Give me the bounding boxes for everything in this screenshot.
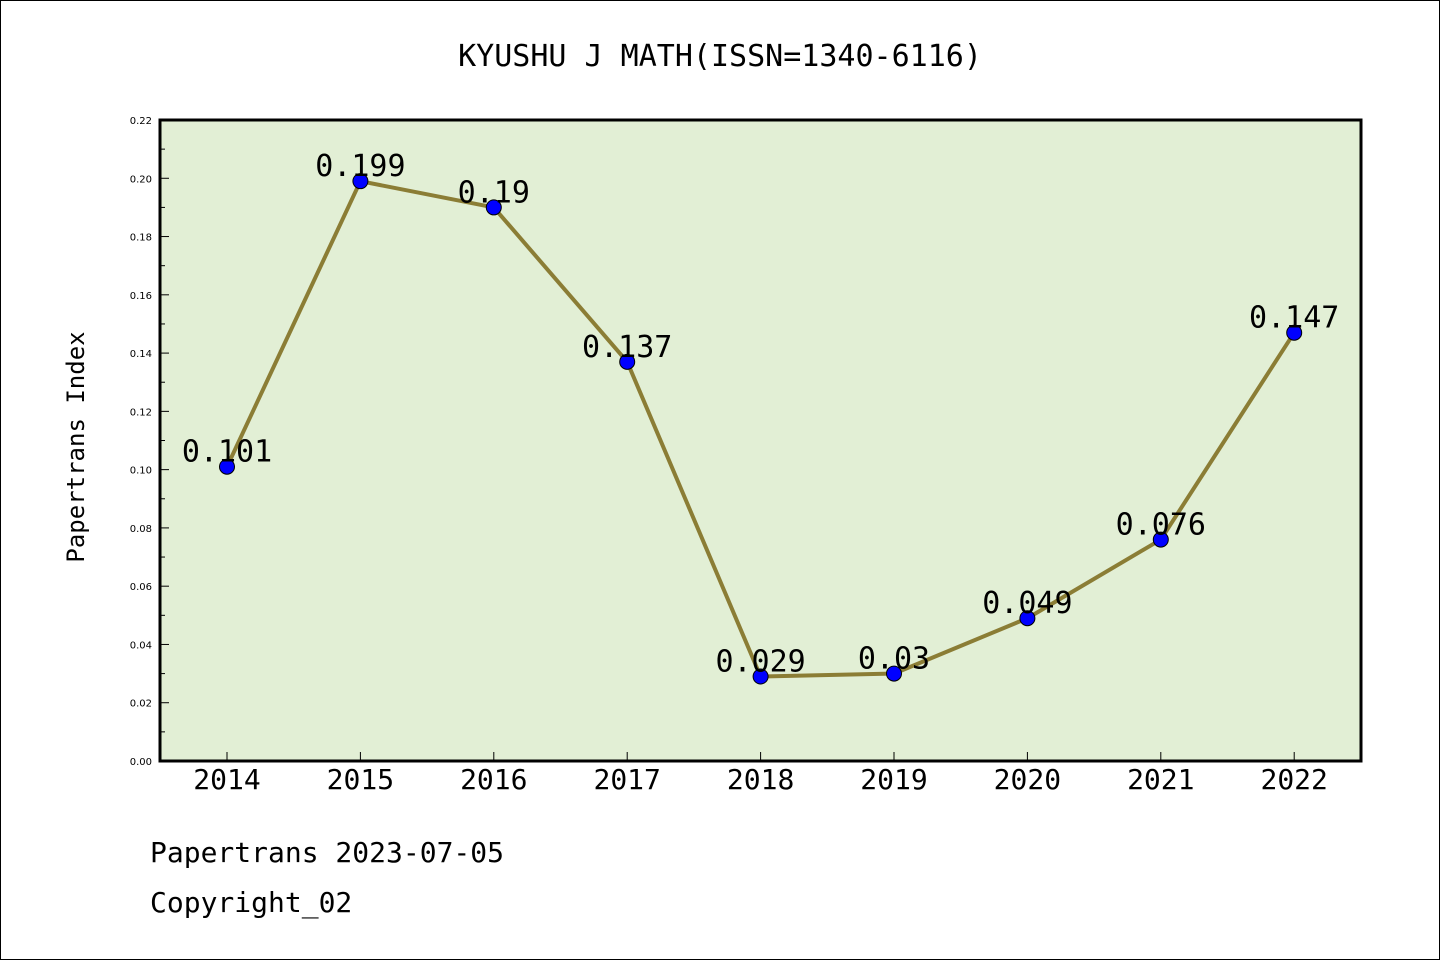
- y-axis-label: Papertrans Index: [62, 331, 90, 562]
- y-tick-label: 0.22: [130, 116, 152, 127]
- x-tick-label: 2016: [460, 763, 527, 796]
- data-point: [219, 458, 235, 475]
- y-tick-label: 0.04: [130, 640, 152, 651]
- data-label: 0.029: [715, 645, 805, 680]
- x-axis: 2014 2015 2016 2017 2018 2019 2020 2021 2022: [193, 752, 1328, 796]
- y-tick-label: 0.16: [130, 291, 152, 302]
- y-tick-label: 0.18: [130, 233, 152, 244]
- data-point: [1152, 531, 1169, 548]
- y-tick-label: 0.20: [130, 174, 152, 185]
- data-point: [352, 173, 369, 190]
- x-tick-label: 2022: [1260, 763, 1327, 796]
- x-tick-label: 2015: [327, 763, 394, 796]
- data-label: 0.101: [182, 435, 272, 470]
- data-point: [619, 353, 636, 370]
- data-point: [485, 199, 502, 216]
- y-tick-label: 0.08: [130, 524, 152, 535]
- x-tick-label: 2021: [1127, 763, 1194, 796]
- data-label: 0.199: [315, 149, 405, 184]
- x-tick-label: 2019: [860, 763, 927, 796]
- chart-title: KYUSHU J MATH(ISSN=1340-6116): [458, 39, 982, 74]
- plot-area: [160, 120, 1361, 761]
- data-point: [1019, 610, 1036, 627]
- data-point: [752, 668, 769, 685]
- y-tick-label: 0.14: [130, 349, 152, 360]
- data-labels: 0.101 0.199 0.19 0.137 0.029 0.03 0.049 0.076 0.…: [182, 149, 1340, 679]
- data-point: [886, 665, 902, 682]
- x-tick-label: 2020: [994, 763, 1061, 796]
- x-tick-label: 2018: [727, 763, 794, 796]
- x-tick-label: 2017: [593, 763, 660, 796]
- y-tick-label: 0.00: [130, 757, 152, 768]
- data-label: 0.137: [582, 330, 672, 365]
- data-label: 0.049: [982, 586, 1072, 621]
- data-label: 0.19: [458, 175, 530, 210]
- y-tick-label: 0.06: [130, 582, 152, 593]
- footer-date: Papertrans 2023-07-05: [150, 836, 505, 869]
- footer-copyright: Copyright_02: [150, 886, 353, 919]
- data-label: 0.147: [1249, 301, 1339, 336]
- y-tick-label: 0.12: [130, 407, 152, 418]
- y-tick-label: 0.02: [130, 699, 152, 710]
- data-label: 0.076: [1116, 508, 1206, 543]
- y-tick-label: 0.10: [130, 466, 152, 477]
- x-tick-label: 2014: [193, 763, 260, 796]
- series-group: [219, 173, 1303, 685]
- plot-border: [158, 118, 1363, 763]
- data-point: [1286, 324, 1303, 341]
- data-label: 0.03: [858, 642, 930, 677]
